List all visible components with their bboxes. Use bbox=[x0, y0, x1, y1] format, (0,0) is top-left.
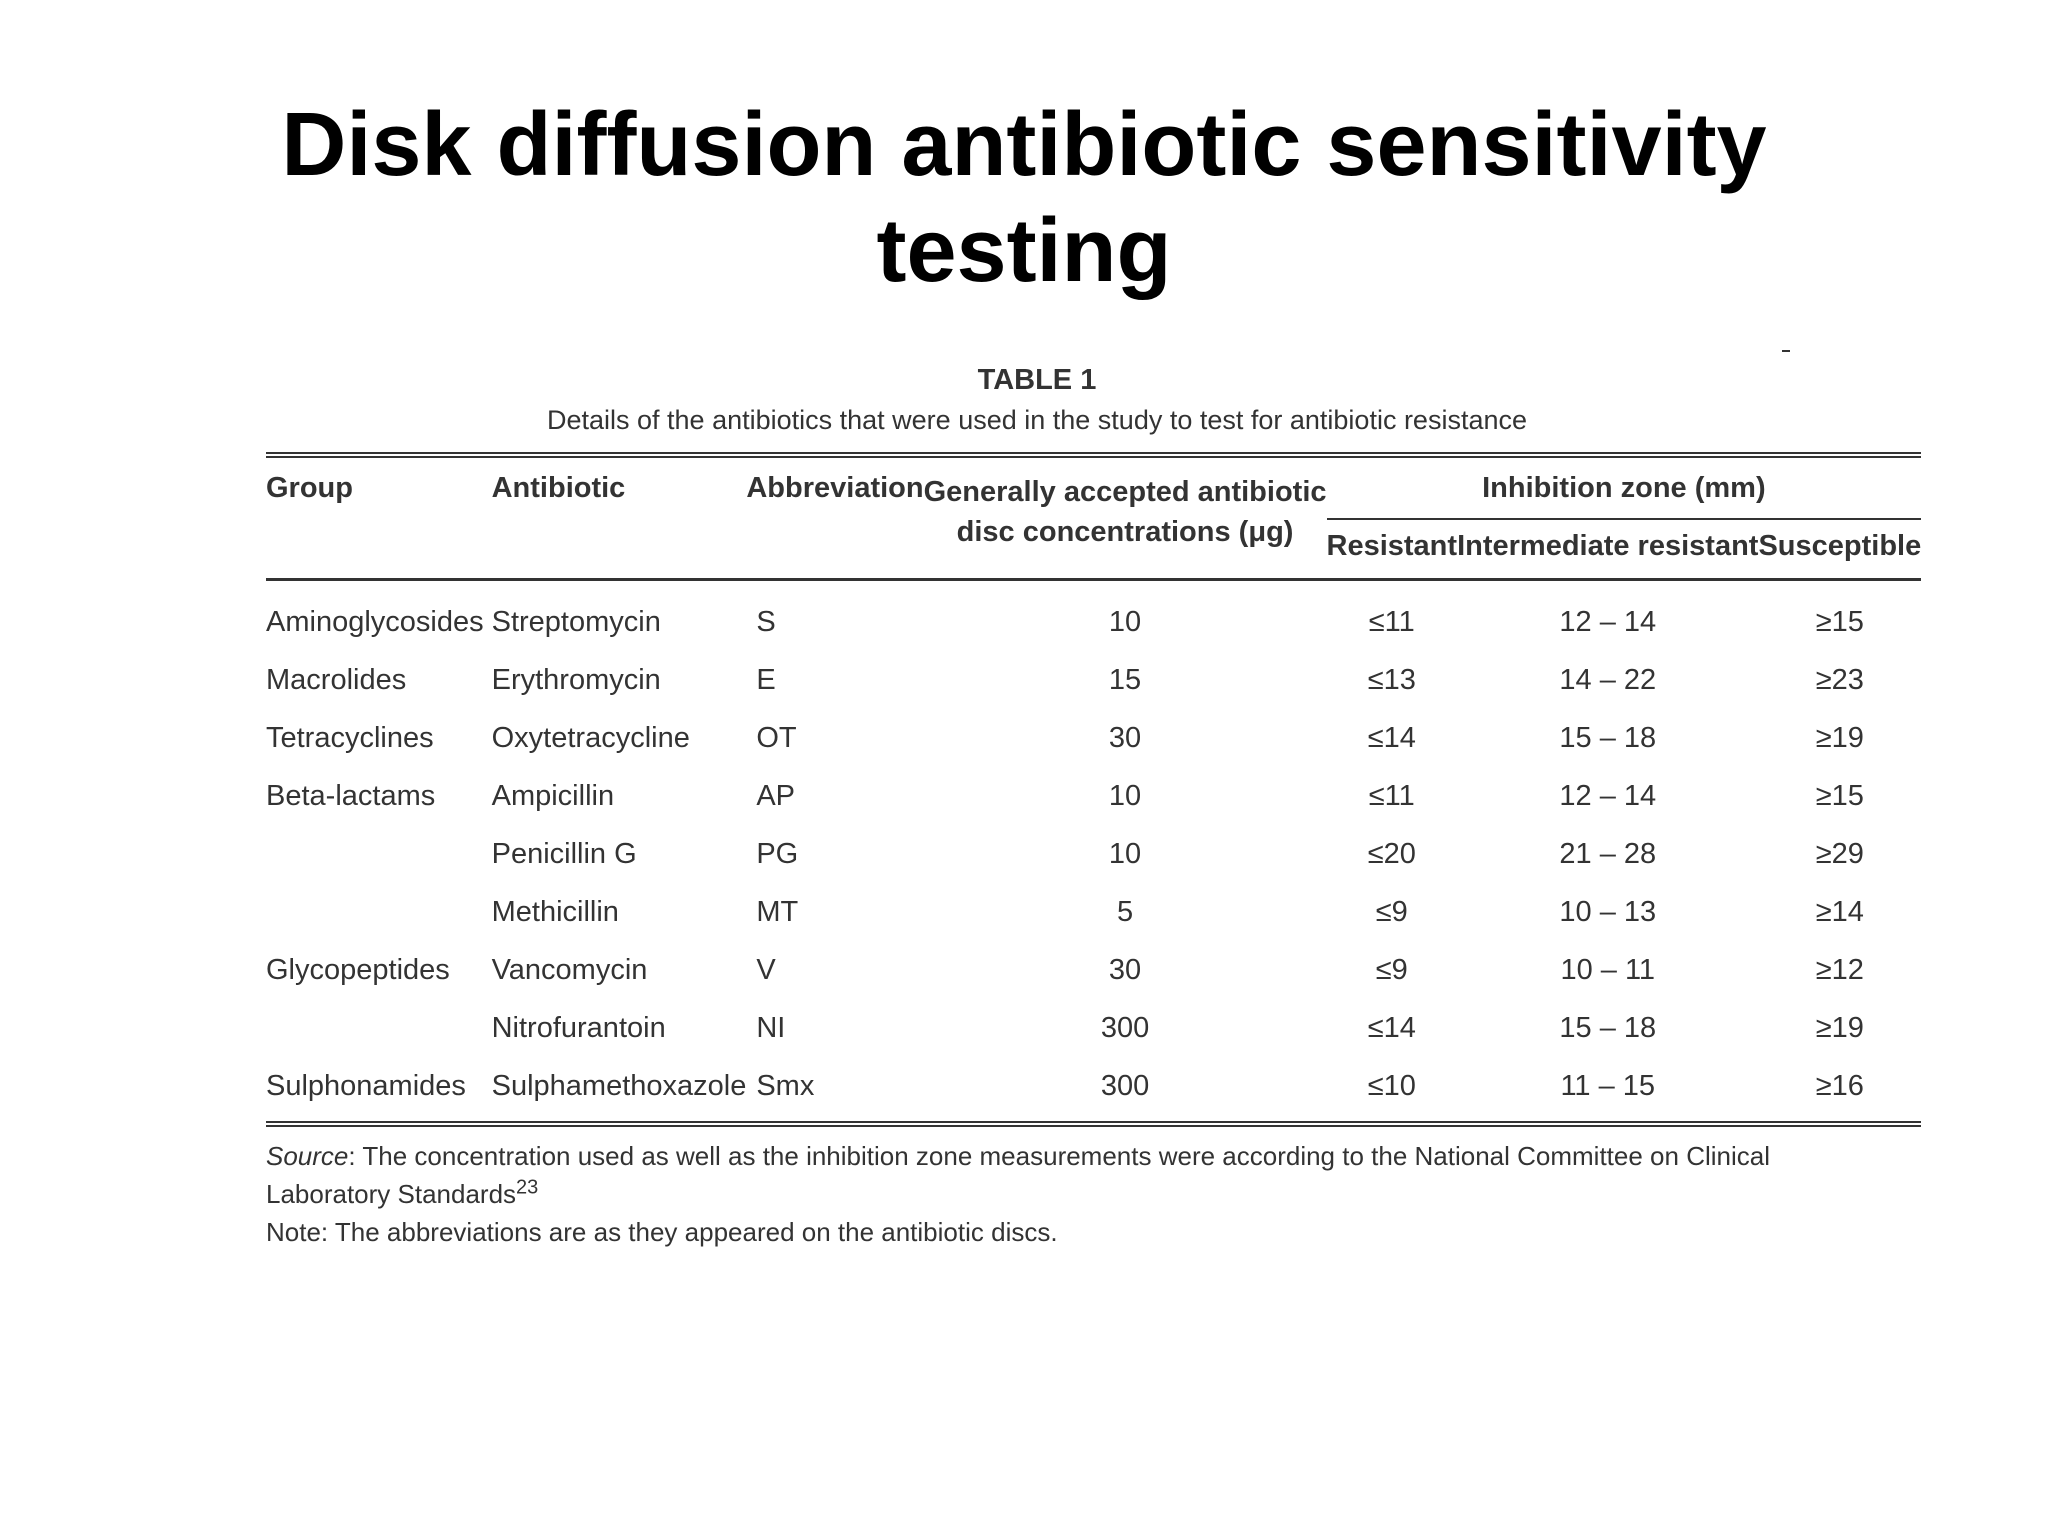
header-abbreviation: Abbreviation bbox=[746, 455, 924, 581]
cell-antibiotic: Oxytetracycline bbox=[491, 721, 690, 754]
cell-antibiotic: Methicillin bbox=[491, 895, 619, 928]
cell-intermediate: 14 – 22 bbox=[1559, 663, 1657, 696]
cell-susceptible: ≥23 bbox=[1815, 663, 1864, 696]
table-body: Aminoglycosides Streptomycin S 10 ≤11 12 – 14… bbox=[266, 580, 1922, 1127]
cell-resistant: ≤14 bbox=[1367, 1011, 1416, 1044]
cell-susceptible: ≥19 bbox=[1815, 721, 1864, 754]
cell-abbreviation: NI bbox=[756, 1011, 786, 1044]
cell-susceptible: ≥14 bbox=[1815, 895, 1864, 928]
table-row: Sulphonamides Sulphamethoxazole Smx 300 ≤10 1… bbox=[266, 1057, 1922, 1127]
cell-resistant: ≤9 bbox=[1375, 953, 1408, 986]
source-text: : The concentration used as well as the … bbox=[266, 1141, 1770, 1209]
slide-title-line-2: testing bbox=[876, 201, 1172, 301]
cell-group bbox=[266, 883, 484, 941]
cell-intermediate: 21 – 28 bbox=[1559, 837, 1657, 870]
cell-antibiotic: Vancomycin bbox=[491, 953, 648, 986]
cell-concentration: 30 bbox=[1108, 953, 1142, 986]
header-group: Group bbox=[266, 455, 484, 581]
cell-concentration: 5 bbox=[1116, 895, 1134, 928]
abbreviation-note: Note: The abbreviations are as they appe… bbox=[266, 1217, 1058, 1247]
cell-antibiotic: Streptomycin bbox=[491, 605, 661, 638]
cell-resistant: ≤13 bbox=[1367, 663, 1416, 696]
cell-susceptible: ≥15 bbox=[1815, 605, 1864, 638]
source-reference: 23 bbox=[516, 1176, 539, 1199]
table-row: Beta-lactams Ampicillin AP 10 ≤11 12 – 14 ≥15 bbox=[266, 767, 1921, 825]
table-row: Macrolides Erythromycin E 15 ≤13 14 – 22 ≥23 bbox=[266, 651, 1921, 709]
cell-intermediate: 15 – 18 bbox=[1559, 1011, 1657, 1044]
cell-susceptible: ≥15 bbox=[1815, 779, 1864, 812]
cell-antibiotic: Sulphamethoxazole bbox=[483, 1057, 747, 1127]
header-intermediate: Intermediate resistant bbox=[1457, 519, 1759, 581]
cell-resistant: ≤9 bbox=[1375, 895, 1408, 928]
header-concentration-line-1: Generally accepted antibiotic bbox=[923, 476, 1327, 508]
source-label: Source bbox=[266, 1141, 349, 1171]
table-row: Aminoglycosides Streptomycin S 10 ≤11 12 – 14… bbox=[266, 580, 1921, 652]
cell-concentration: 10 bbox=[1108, 779, 1142, 812]
cell-intermediate: 10 – 13 bbox=[1559, 895, 1657, 928]
cell-group bbox=[266, 999, 484, 1057]
table-notes: Source: The concentration used as well a… bbox=[266, 1137, 1788, 1251]
cell-intermediate: 11 – 15 bbox=[1457, 1057, 1759, 1127]
cell-concentration: 300 bbox=[1100, 1011, 1150, 1044]
cell-resistant: ≤11 bbox=[1368, 779, 1415, 812]
source-note: Source: The concentration used as well a… bbox=[266, 1137, 1788, 1213]
cell-concentration: 300 bbox=[923, 1057, 1327, 1127]
table-row: Penicillin G PG 10 ≤20 21 – 28 ≥29 bbox=[266, 825, 1921, 883]
cell-susceptible: ≥29 bbox=[1815, 837, 1864, 870]
antibiotic-table: Group Antibiotic Abbreviation Generally … bbox=[266, 452, 1922, 1127]
cell-resistant: ≤14 bbox=[1367, 721, 1416, 754]
cell-group bbox=[266, 825, 484, 883]
header-resistant: Resistant bbox=[1326, 519, 1458, 581]
cell-susceptible: ≥19 bbox=[1815, 1011, 1864, 1044]
cell-abbreviation: Smx bbox=[746, 1057, 924, 1127]
cell-abbreviation: E bbox=[756, 663, 776, 696]
table-row: Tetracyclines Oxytetracycline OT 30 ≤14 15 – … bbox=[266, 709, 1921, 767]
slide-title-line-1: Disk diffusion antibiotic sensitivity bbox=[281, 95, 1767, 195]
cell-antibiotic: Ampicillin bbox=[491, 779, 615, 812]
cell-group: Sulphonamides bbox=[266, 1057, 484, 1127]
antibiotic-table-figure: TABLE 1 Details of the antibiotics that … bbox=[266, 362, 1922, 1251]
cell-group: Glycopeptides bbox=[266, 953, 450, 986]
cell-concentration: 10 bbox=[1108, 837, 1142, 870]
table-row: Methicillin MT 5 ≤9 10 – 13 ≥14 bbox=[266, 883, 1921, 941]
table-row: Nitrofurantoin NI 300 ≤14 15 – 18 ≥19 bbox=[266, 999, 1921, 1057]
cell-intermediate: 10 – 11 bbox=[1560, 953, 1656, 986]
slide-title: Disk diffusion antibiotic sensitivity te… bbox=[0, 92, 2048, 304]
cell-antibiotic: Nitrofurantoin bbox=[491, 1011, 666, 1044]
cell-antibiotic: Erythromycin bbox=[491, 663, 661, 696]
cell-intermediate: 15 – 18 bbox=[1559, 721, 1657, 754]
cell-abbreviation: S bbox=[756, 605, 776, 638]
cell-group: Tetracyclines bbox=[266, 721, 434, 754]
cell-resistant: ≤20 bbox=[1367, 837, 1416, 870]
cell-abbreviation: OT bbox=[756, 721, 797, 754]
table-header: Group Antibiotic Abbreviation Generally … bbox=[266, 455, 1922, 581]
header-concentration-line-2: disc concentrations (μg) bbox=[956, 516, 1294, 548]
header-susceptible: Susceptible bbox=[1758, 519, 1922, 581]
cell-abbreviation: PG bbox=[756, 837, 799, 870]
cell-group: Beta-lactams bbox=[266, 779, 436, 812]
cell-group: Aminoglycosides bbox=[266, 605, 484, 638]
table-label: TABLE 1 bbox=[977, 364, 1097, 396]
cell-resistant: ≤11 bbox=[1368, 605, 1415, 638]
cell-susceptible: ≥12 bbox=[1815, 953, 1864, 986]
cell-susceptible: ≥16 bbox=[1758, 1057, 1922, 1127]
cell-antibiotic: Penicillin G bbox=[491, 837, 637, 870]
cell-abbreviation: V bbox=[756, 953, 776, 986]
cell-intermediate: 12 – 14 bbox=[1559, 779, 1657, 812]
header-inhibition-zone: Inhibition zone (mm) bbox=[1326, 455, 1922, 520]
header-concentration: Generally accepted antibiotic disc conce… bbox=[923, 455, 1327, 581]
table-row: Glycopeptides Vancomycin V 30 ≤9 10 – 11 ≥12 bbox=[266, 941, 1921, 999]
cell-group: Macrolides bbox=[266, 663, 407, 696]
cell-concentration: 30 bbox=[1108, 721, 1142, 754]
header-antibiotic: Antibiotic bbox=[483, 455, 747, 581]
cell-concentration: 10 bbox=[1108, 605, 1142, 638]
cell-resistant: ≤10 bbox=[1326, 1057, 1458, 1127]
stray-dash-mark bbox=[1782, 350, 1790, 352]
cell-concentration: 15 bbox=[1108, 663, 1142, 696]
cell-abbreviation: MT bbox=[756, 895, 799, 928]
table-caption: Details of the antibiotics that were use… bbox=[546, 405, 1527, 435]
cell-abbreviation: AP bbox=[756, 779, 796, 812]
cell-intermediate: 12 – 14 bbox=[1559, 605, 1657, 638]
